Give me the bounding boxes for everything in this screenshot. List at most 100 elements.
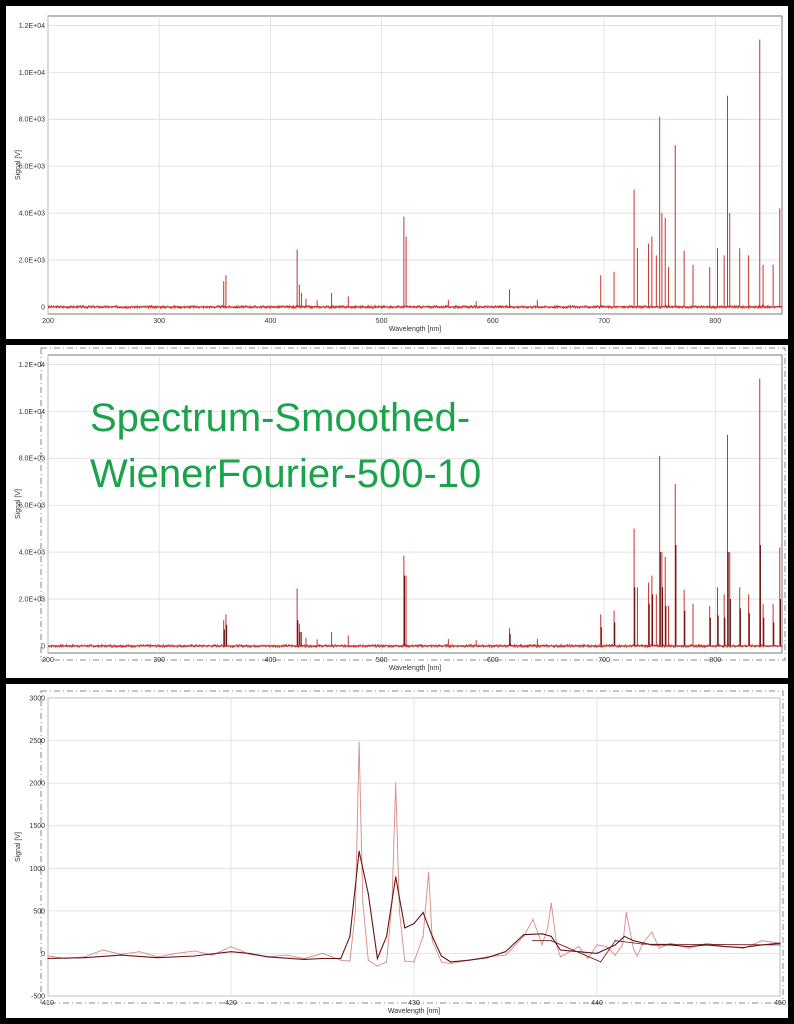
zoom-series-1-point-32	[614, 944, 616, 946]
zoom-y-tick-2: 500	[33, 908, 45, 915]
zoom-series-0-point-29	[422, 935, 424, 937]
zoom-series-0-point-38	[532, 918, 534, 920]
zoom-series-1-point-7	[267, 956, 269, 958]
zoom-series-0-point-5	[138, 951, 141, 953]
zoom-x-tick-430: 430	[408, 1000, 420, 1007]
overlay-title: Spectrum-Smoothed- WienerFourier-500-10	[90, 396, 482, 496]
zoom-series-1-point-14	[376, 957, 378, 960]
smoothed-spectrum-panel: 200 300 400 500 600 700 800 0 2.0E+03 4.0E+03 6.0E…	[6, 345, 788, 678]
zoom-series-0-point-58	[706, 942, 708, 944]
zoom-series-1-point-20	[431, 935, 433, 937]
smoothed-x-axis-label: Wavelength [nm]	[389, 665, 441, 672]
zoom-series-1-point-21	[440, 955, 443, 957]
zoom-series-1-point-26	[523, 934, 525, 936]
zoom-series-0-point-47	[605, 946, 607, 948]
raw-y-tick-2: 4.0E+03	[19, 211, 45, 218]
zoom-y-axis-label: Signal [V]	[15, 832, 22, 862]
zoom-series-0-point-52	[636, 955, 638, 957]
zoom-series-1-point-29	[559, 949, 562, 951]
zoom-series-1-point-8	[303, 958, 305, 960]
zoom-series-0-point-49	[622, 944, 624, 946]
zoom-series-1-point-25	[504, 951, 507, 953]
zoom-series-0-point-7	[175, 952, 177, 955]
zoom-series-0-point-27	[404, 960, 406, 962]
smoothed-x-tick-800: 800	[709, 657, 721, 664]
zoom-series-1-point-0	[47, 957, 49, 960]
zoom-series-2-point-4	[642, 943, 644, 945]
zoom-series-1-point-5	[230, 951, 232, 953]
raw-spectrum-panel: 200 300 400 500 600 700 800 0 2.0E+03 4.0E+03 6.0E…	[6, 6, 788, 339]
zoom-series-0-point-10	[230, 946, 232, 948]
raw-x-axis-label: Wavelength [nm]	[389, 326, 441, 333]
zoom-series-0-point-19	[358, 741, 360, 743]
zoom-series-0-point-16	[340, 959, 342, 961]
zoom-series-0-point-25	[395, 782, 397, 784]
zoom-series-0-point-32	[440, 961, 443, 963]
zoom-y-tick-5: 2000	[29, 781, 45, 788]
zoom-series-0-point-41	[550, 902, 552, 904]
zoom-series-0-point-44	[578, 946, 580, 948]
zoom-series-0-point-3	[102, 949, 104, 951]
zoom-series-1-point-40	[742, 946, 745, 949]
zoom-series-0-point-9	[212, 954, 214, 956]
raw-x-tick-800: 800	[709, 318, 721, 325]
zoom-series-0-point-30	[428, 871, 430, 874]
zoom-series-2-point-5	[779, 944, 781, 946]
zoom-series-0-point-56	[669, 942, 671, 944]
zoom-series-1-point-3	[157, 957, 159, 959]
zoom-series-1-point-13	[367, 893, 369, 895]
zoom-y-tick-0: -500	[31, 994, 45, 1001]
smoothed-y-axis-label: Signal [V]	[15, 489, 22, 519]
zoom-series-0-point-61	[761, 940, 763, 942]
zoom-series-0-point-33	[450, 963, 452, 965]
zoom-x-tick-420: 420	[225, 1000, 237, 1007]
zoomed-spectrum-panel: 410 420 430 440 450 -500 0 500 1000 1500 2000 2500 3…	[6, 684, 788, 1018]
zoom-series-1-point-33	[623, 935, 626, 937]
smoothed-y-tick-4: 8.0E+03	[19, 456, 45, 463]
smoothed-spectrum-chart: 200 300 400 500 600 700 800 0 2.0E+03 4.0E+03 6.0E…	[15, 347, 786, 672]
zoom-series-1-point-10	[340, 957, 342, 960]
smoothed-y-tick-6: 1.2E+04	[19, 362, 45, 369]
zoom-series-1-point-6	[248, 952, 250, 955]
zoom-series-0-point-31	[431, 940, 433, 942]
zoom-series-2-line	[533, 940, 781, 963]
zoom-series-2-point-1	[550, 940, 552, 942]
smoothed-x-tick-700: 700	[598, 657, 610, 664]
raw-y-tick-1: 2.0E+03	[19, 258, 45, 265]
zoom-series-1-point-15	[385, 935, 388, 937]
zoom-series-0-point-26	[398, 910, 400, 912]
zoom-series-0-point-39	[541, 944, 543, 946]
zoom-series-1-point-39	[724, 946, 726, 948]
zoom-series-0-point-43	[559, 956, 562, 958]
zoom-series-0-point-20	[362, 901, 364, 903]
zoom-y-tick-4: 1500	[29, 823, 45, 830]
zoom-series-1-point-37	[687, 946, 690, 948]
smoothed-x-tick-400: 400	[265, 657, 277, 664]
raw-spectrum-chart: 200 300 400 500 600 700 800 0 2.0E+03 4.0E+03 6.0E…	[15, 15, 783, 333]
zoom-y-tick-1: 0	[41, 951, 45, 958]
zoom-series-1-point-42	[779, 942, 781, 944]
raw-y-tick-0: 0	[41, 304, 45, 311]
smoothed-x-tick-500: 500	[376, 657, 388, 664]
raw-plot-area	[47, 15, 783, 315]
raw-x-tick-600: 600	[487, 318, 499, 325]
raw-x-tick-400: 400	[265, 318, 277, 325]
raw-x-tick-500: 500	[376, 318, 388, 325]
zoom-series-1-point-35	[651, 944, 653, 946]
zoom-series-1-point-28	[550, 935, 552, 937]
smoothed-y-tick-3: 6.0E+03	[19, 503, 45, 510]
zoom-series-1-point-11	[349, 935, 351, 937]
smoothed-y-tick-0: 0	[41, 643, 45, 650]
zoom-series-0-point-37	[523, 935, 525, 937]
zoom-series-0-point-22	[376, 965, 378, 967]
raw-x-tick-700: 700	[598, 318, 610, 325]
smoothed-outer-frame	[40, 347, 786, 661]
smoothed-y-tick-1: 2.0E+03	[19, 597, 45, 604]
smoothed-y-tick-2: 4.0E+03	[19, 550, 45, 557]
zoom-series-2-point-3	[614, 940, 616, 942]
raw-y-tick-4: 8.0E+03	[19, 117, 45, 124]
smoothed-x-tick-300: 300	[153, 657, 165, 664]
zoom-x-tick-450: 450	[774, 1000, 786, 1007]
zoom-series-1-point-17	[404, 927, 406, 929]
raw-series-raw-line	[47, 304, 783, 310]
